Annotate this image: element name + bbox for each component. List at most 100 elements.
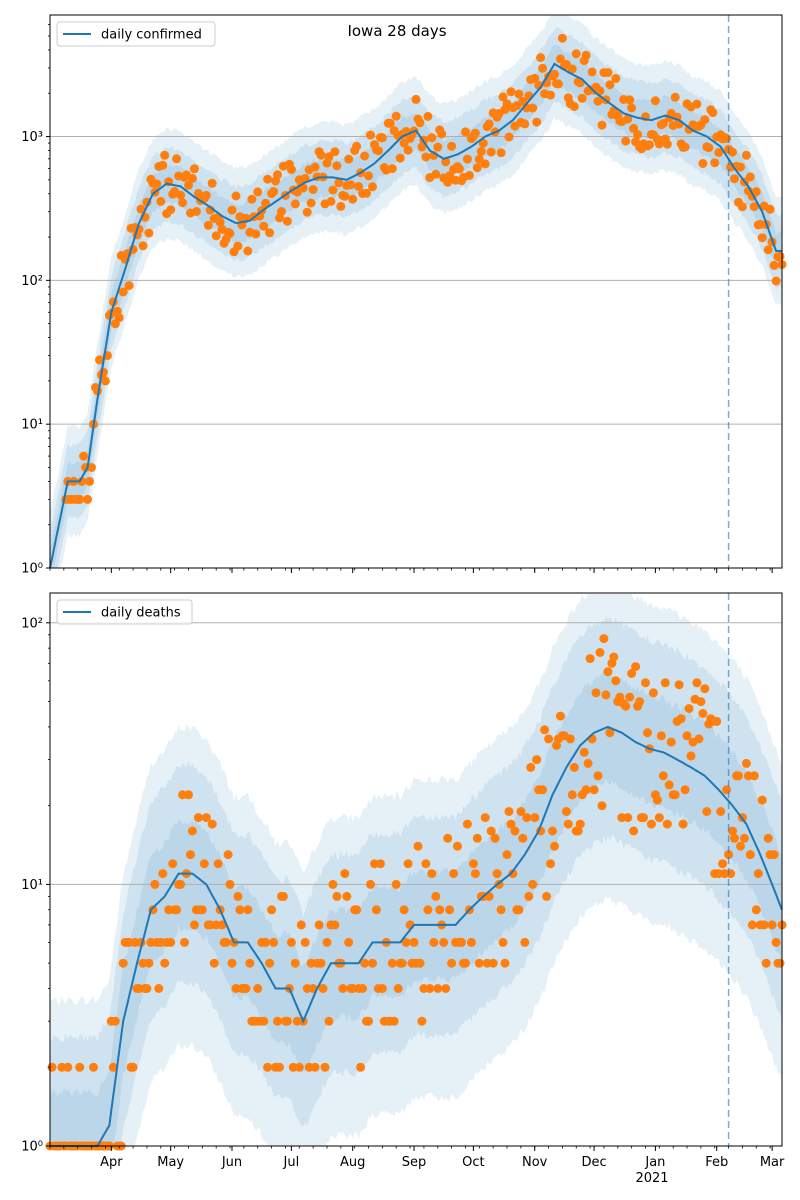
observed-point bbox=[168, 859, 178, 869]
observed-point bbox=[747, 920, 757, 930]
observed-point bbox=[166, 205, 176, 215]
observed-point bbox=[251, 229, 261, 239]
observed-point bbox=[330, 920, 340, 930]
observed-point bbox=[278, 891, 288, 901]
uncertainty-band bbox=[50, 617, 782, 1146]
observed-point bbox=[409, 937, 419, 947]
observed-point bbox=[730, 174, 739, 184]
observed-point bbox=[737, 202, 747, 212]
observed-point bbox=[542, 891, 552, 901]
observed-point bbox=[506, 87, 516, 97]
observed-point bbox=[261, 198, 271, 208]
observed-point bbox=[478, 138, 488, 148]
observed-point bbox=[277, 207, 286, 216]
observed-point bbox=[546, 859, 555, 869]
observed-point bbox=[273, 170, 282, 180]
observed-point bbox=[700, 684, 710, 694]
observed-point bbox=[771, 276, 781, 286]
observed-point bbox=[462, 819, 472, 829]
observed-point bbox=[496, 905, 506, 915]
observed-point bbox=[95, 355, 104, 365]
observed-point bbox=[310, 1062, 320, 1072]
observed-point bbox=[708, 108, 718, 118]
observed-point bbox=[348, 194, 358, 204]
observed-point bbox=[611, 74, 621, 83]
observed-point bbox=[514, 89, 524, 99]
observed-point bbox=[476, 146, 486, 156]
observed-point bbox=[700, 115, 710, 125]
observed-point bbox=[759, 920, 769, 930]
observed-point bbox=[221, 937, 231, 947]
observed-point bbox=[518, 97, 528, 106]
observed-point bbox=[500, 958, 510, 968]
observed-point bbox=[413, 841, 423, 851]
observed-point bbox=[75, 494, 85, 504]
observed-point bbox=[439, 937, 449, 947]
observed-point bbox=[397, 958, 407, 968]
observed-point bbox=[207, 178, 217, 188]
observed-point bbox=[544, 734, 554, 744]
observed-point bbox=[751, 905, 761, 915]
observed-point bbox=[427, 869, 437, 879]
observed-point bbox=[597, 801, 607, 811]
observed-point bbox=[660, 678, 670, 688]
observed-point bbox=[332, 891, 342, 901]
observed-point bbox=[128, 1062, 138, 1072]
observed-point bbox=[352, 141, 362, 151]
x-tick-label: Jan bbox=[644, 1155, 665, 1170]
observed-point bbox=[627, 103, 637, 113]
observed-point bbox=[373, 146, 383, 156]
observed-point bbox=[421, 859, 431, 869]
observed-point bbox=[555, 711, 565, 721]
observed-point bbox=[457, 937, 466, 947]
observed-point bbox=[498, 937, 508, 947]
observed-point bbox=[536, 53, 546, 63]
observed-point bbox=[769, 260, 779, 270]
observed-point bbox=[261, 937, 271, 947]
observed-point bbox=[391, 879, 401, 889]
observed-point bbox=[656, 731, 666, 741]
observed-point bbox=[599, 634, 609, 644]
observed-point bbox=[555, 54, 565, 64]
y-tick-label: 10² bbox=[21, 616, 43, 631]
observed-point bbox=[364, 1016, 373, 1026]
observed-point bbox=[445, 905, 455, 915]
observed-point bbox=[524, 891, 534, 901]
observed-point bbox=[775, 251, 785, 261]
observed-point bbox=[538, 785, 548, 795]
observed-point bbox=[682, 731, 692, 741]
observed-point bbox=[621, 136, 631, 146]
observed-point bbox=[263, 1062, 273, 1072]
observed-point bbox=[273, 1016, 282, 1026]
observed-point bbox=[393, 984, 403, 993]
observed-point bbox=[441, 984, 451, 993]
observed-point bbox=[85, 476, 95, 486]
observed-point bbox=[178, 198, 188, 208]
observed-point bbox=[698, 709, 708, 718]
observed-point bbox=[702, 807, 712, 816]
observed-point bbox=[193, 813, 203, 823]
observed-point bbox=[150, 879, 160, 889]
observed-point bbox=[389, 1016, 399, 1026]
observed-point bbox=[114, 313, 124, 323]
deaths-panel: 10⁰ 10¹ 10² Apr May Jun Jul Aug Sep Oct Nov Dec Jan… bbox=[21, 592, 787, 1186]
observed-point bbox=[138, 241, 148, 251]
observed-point bbox=[87, 463, 96, 472]
observed-point bbox=[209, 958, 219, 968]
observed-point bbox=[745, 172, 755, 182]
observed-point bbox=[144, 958, 154, 968]
observed-point bbox=[698, 159, 708, 168]
observed-point bbox=[557, 33, 567, 43]
x-tick-label: Apr bbox=[100, 1155, 123, 1170]
observed-point bbox=[427, 133, 437, 143]
observed-point bbox=[217, 920, 227, 930]
observed-point bbox=[290, 199, 300, 209]
deaths-axes-frame bbox=[49, 592, 783, 1147]
observed-point bbox=[736, 162, 745, 172]
observed-point bbox=[593, 771, 603, 781]
observed-point bbox=[334, 178, 344, 188]
observed-point bbox=[692, 99, 702, 109]
observed-point bbox=[247, 194, 257, 204]
observed-point bbox=[316, 150, 326, 160]
observed-point bbox=[581, 50, 591, 60]
